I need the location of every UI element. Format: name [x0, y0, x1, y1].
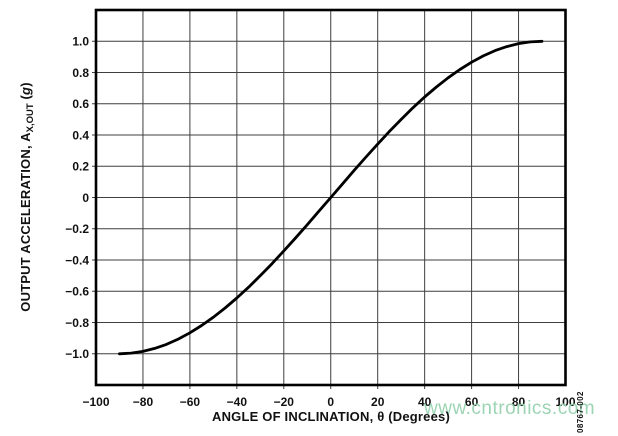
y-tick-label: −1.0 — [65, 347, 89, 361]
y-tick-label: 0.2 — [72, 160, 89, 174]
x-tick-label: 40 — [418, 395, 432, 409]
x-tick-label: −20 — [274, 395, 295, 409]
x-tick-label: −80 — [133, 395, 154, 409]
x-tick-label: −100 — [82, 395, 109, 409]
plot-border — [94, 8, 567, 387]
figure-code: 08767-002 — [576, 391, 585, 433]
x-axis-title-text: ANGLE OF INCLINATION, θ (Degrees) — [211, 409, 450, 424]
y-tick-label: −0.2 — [65, 222, 89, 236]
data-curve — [118, 39, 544, 356]
gridlines — [92, 10, 566, 389]
y-tick-label: −0.4 — [65, 253, 89, 267]
y-axis-title: OUTPUT ACCELERATION, AX,OUT (g) — [18, 82, 36, 311]
y-tick-label: 0 — [82, 191, 89, 205]
x-tick-label: −40 — [227, 395, 248, 409]
x-tick-label: 0 — [327, 395, 334, 409]
y-tick-label: 0.6 — [72, 97, 89, 111]
y-tick-label: −0.8 — [65, 316, 89, 330]
x-tick-label: 80 — [512, 395, 526, 409]
y-axis-title-prefix: OUTPUT ACCELERATION, A — [18, 132, 33, 312]
y-axis-title-unit-close: ) — [18, 82, 33, 87]
x-axis-title: ANGLE OF INCLINATION, θ (Degrees) — [96, 409, 566, 424]
y-tick-label: 1.0 — [72, 35, 89, 49]
x-tick-label: −60 — [180, 395, 201, 409]
y-axis-title-subscript: X,OUT — [25, 103, 36, 133]
y-tick-label: −0.6 — [65, 285, 89, 299]
y-axis-title-unit-symbol: g — [18, 86, 33, 95]
y-tick-labels: 1.0 0.8 0.6 0.4 0.2 0 −0.2 −0.4 −0.6 −0.8 −1.0 — [65, 35, 89, 361]
y-tick-label: 0.8 — [72, 66, 89, 80]
x-tick-labels: −100 −80 −60 −40 −20 0 20 40 60 80 100 — [82, 395, 575, 409]
watermark: www.cntronics.com — [424, 398, 596, 419]
y-axis-title-unit-open: ( — [18, 94, 33, 104]
x-tick-label: 20 — [371, 395, 385, 409]
x-tick-label: 100 — [555, 395, 575, 409]
y-tick-label: 0.4 — [72, 128, 89, 142]
x-tick-label: 60 — [465, 395, 479, 409]
